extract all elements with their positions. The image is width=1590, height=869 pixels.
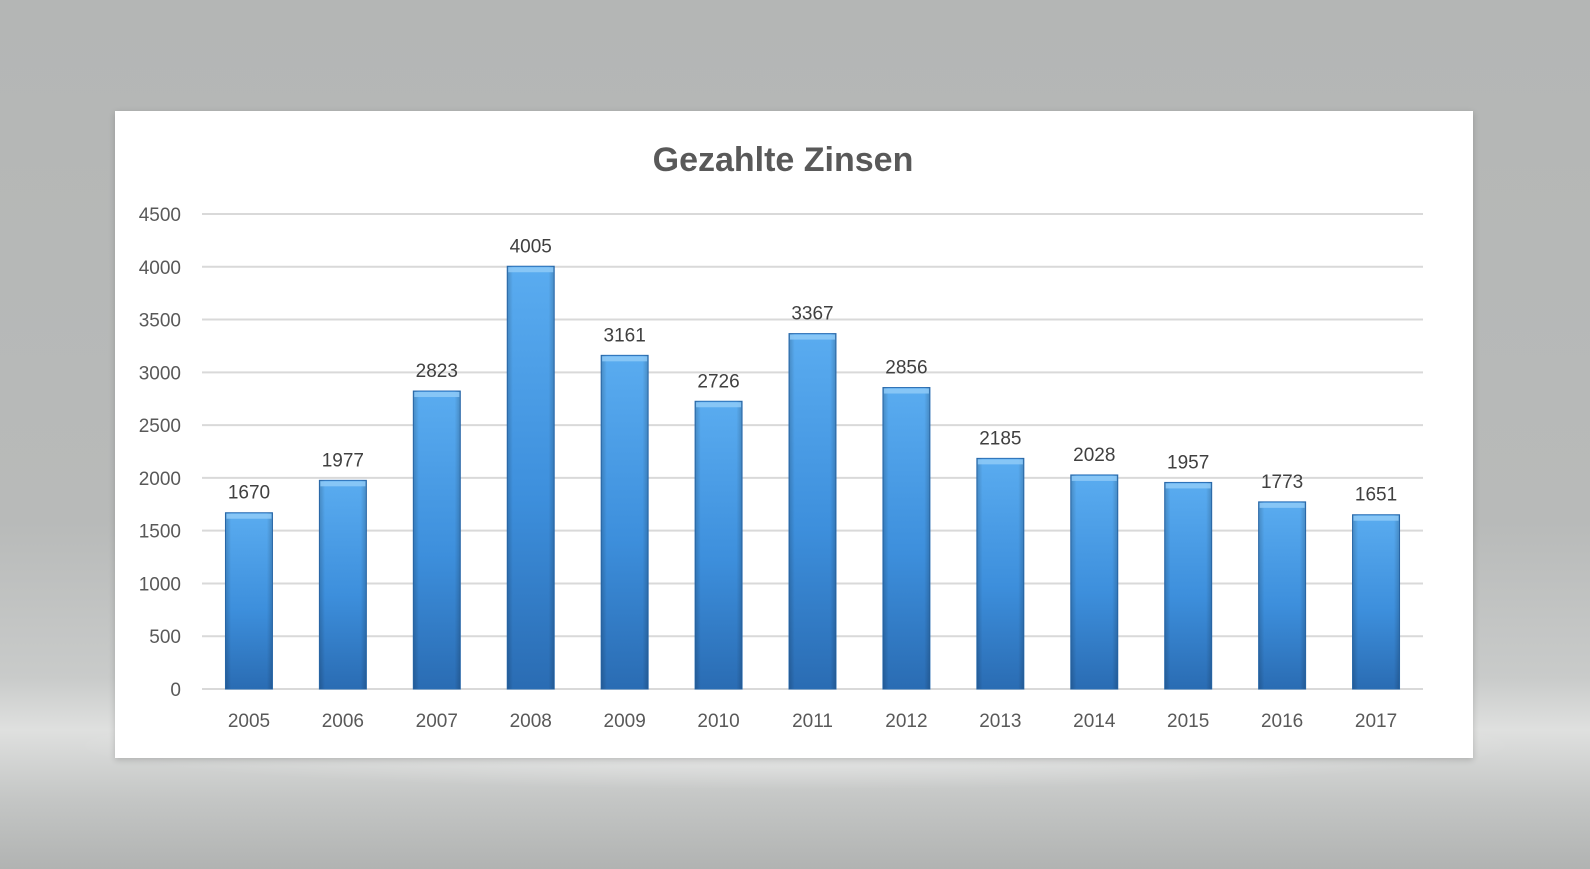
y-tick-label: 500 xyxy=(149,627,181,648)
x-tick-label: 2011 xyxy=(792,711,833,732)
bar-shade xyxy=(1352,514,1400,689)
bar xyxy=(412,390,461,690)
bar xyxy=(600,354,649,690)
bar-shade xyxy=(882,387,930,689)
bar xyxy=(224,512,273,690)
bar-cap xyxy=(508,267,554,273)
bar-shade xyxy=(789,333,836,689)
x-tick-label: 2007 xyxy=(416,711,458,732)
y-tick-label: 3500 xyxy=(139,311,181,332)
y-tick-label: 4000 xyxy=(139,258,181,279)
y-tick-label: 4500 xyxy=(139,205,181,226)
bar-cap xyxy=(883,388,929,394)
data-label: 1651 xyxy=(1355,485,1397,506)
bar xyxy=(1070,474,1119,690)
data-label: 1977 xyxy=(322,450,364,471)
x-axis-ticks: 2005 2006 2007 2008 2009 2010 2011 2012 2013 2014… xyxy=(228,711,1397,732)
bar xyxy=(1164,481,1213,690)
x-tick-label: 2005 xyxy=(228,711,270,732)
bar-cap xyxy=(414,392,460,398)
x-tick-label: 2010 xyxy=(697,711,739,732)
y-tick-label: 3000 xyxy=(139,363,181,384)
data-label: 3161 xyxy=(604,325,646,346)
bar-shade xyxy=(695,401,743,689)
bar-cap xyxy=(1353,515,1399,521)
bar xyxy=(788,333,837,690)
data-label: 2028 xyxy=(1073,445,1115,466)
x-tick-label: 2016 xyxy=(1261,711,1303,732)
bar xyxy=(318,479,367,690)
data-label: 3367 xyxy=(791,304,833,325)
bar-shade xyxy=(1164,482,1212,689)
bar-shade xyxy=(601,355,649,689)
x-tick-label: 2009 xyxy=(604,711,646,732)
x-tick-label: 2012 xyxy=(885,711,927,732)
x-tick-label: 2013 xyxy=(979,711,1021,732)
bar-cap xyxy=(226,513,272,519)
data-label: 2856 xyxy=(885,358,927,379)
bar-shade xyxy=(1258,501,1306,689)
data-label: 1670 xyxy=(228,483,270,504)
bar-chart: Gezahlte Zinsen 0 500 1000 1500 2000 2500 3000… xyxy=(139,141,1423,732)
bar xyxy=(506,265,555,690)
data-label: 2185 xyxy=(979,428,1021,449)
bar-shade xyxy=(1070,474,1118,689)
bar-cap xyxy=(1259,502,1305,508)
y-axis-ticks: 0 500 1000 1500 2000 2500 3000 3500 4000 4500 xyxy=(139,205,181,701)
x-tick-label: 2017 xyxy=(1355,711,1397,732)
chart-card: Gezahlte Zinsen 0 500 1000 1500 2000 2500 3000… xyxy=(115,111,1473,758)
y-tick-label: 1500 xyxy=(139,522,181,543)
bar-shade xyxy=(507,266,555,689)
x-tick-label: 2006 xyxy=(322,711,364,732)
bars xyxy=(224,265,1401,690)
x-tick-label: 2014 xyxy=(1073,711,1116,732)
bar xyxy=(1352,514,1401,690)
bar-cap xyxy=(1071,475,1117,481)
y-tick-label: 2000 xyxy=(139,469,181,490)
bar-shade xyxy=(225,512,273,689)
y-tick-label: 1000 xyxy=(139,574,181,595)
bar-cap xyxy=(320,481,366,487)
y-tick-label: 2500 xyxy=(139,416,181,437)
data-label: 1957 xyxy=(1167,452,1209,473)
bar xyxy=(694,400,743,690)
bar-cap xyxy=(1165,483,1211,489)
bar-cap xyxy=(602,356,648,362)
bar-cap xyxy=(696,402,742,408)
bar-shade xyxy=(413,391,461,689)
bar xyxy=(882,387,931,690)
bar xyxy=(976,457,1025,690)
chart-title: Gezahlte Zinsen xyxy=(653,141,914,179)
data-label: 2823 xyxy=(416,361,458,382)
bar xyxy=(1258,501,1307,690)
bar-cap xyxy=(977,459,1023,465)
bar-shade xyxy=(319,480,367,689)
data-label: 4005 xyxy=(510,236,552,257)
x-tick-label: 2008 xyxy=(510,711,552,732)
data-label: 1773 xyxy=(1261,472,1303,493)
bar-shade xyxy=(976,458,1024,689)
data-labels: 1670 1977 2823 4005 3161 2726 3367 2856 2185 2028… xyxy=(228,236,1397,505)
y-tick-label: 0 xyxy=(170,680,181,701)
x-tick-label: 2015 xyxy=(1167,711,1209,732)
data-label: 2726 xyxy=(697,371,739,392)
bar-cap xyxy=(790,334,835,340)
